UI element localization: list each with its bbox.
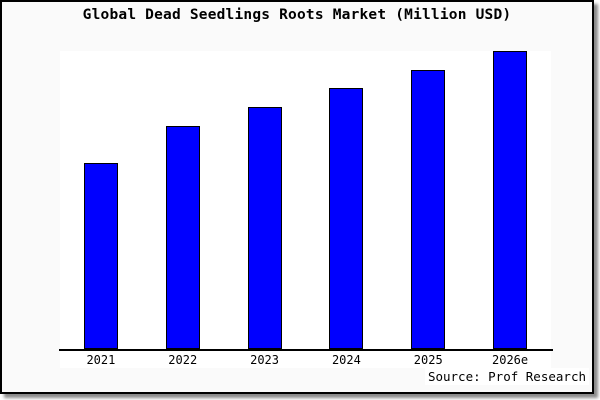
chart-title: Global Dead Seedlings Roots Market (Mill… [82,7,512,23]
x-tick-label-2025: 2025 [413,353,443,367]
x-tick-label-2022: 2022 [168,353,198,367]
bar-2025 [411,70,446,349]
x-axis-tick-labels: 2021 2022 2023 2024 2025 2026e [60,353,551,369]
x-tick-label-2024: 2024 [331,353,361,367]
bar-2023 [247,107,282,349]
x-tick-label-2021: 2021 [86,353,116,367]
x-tick-label-2026e: 2026e [492,353,529,367]
bar-2026e [493,51,528,349]
x-tick-label-2023: 2023 [250,353,280,367]
bar-2021 [83,163,118,349]
x-axis-line [59,349,553,351]
bar-2024 [329,88,364,349]
plot-area [60,51,551,368]
bar-series [60,51,551,349]
bar-2022 [165,126,200,349]
source-credit: Source: Prof Research [424,368,589,385]
